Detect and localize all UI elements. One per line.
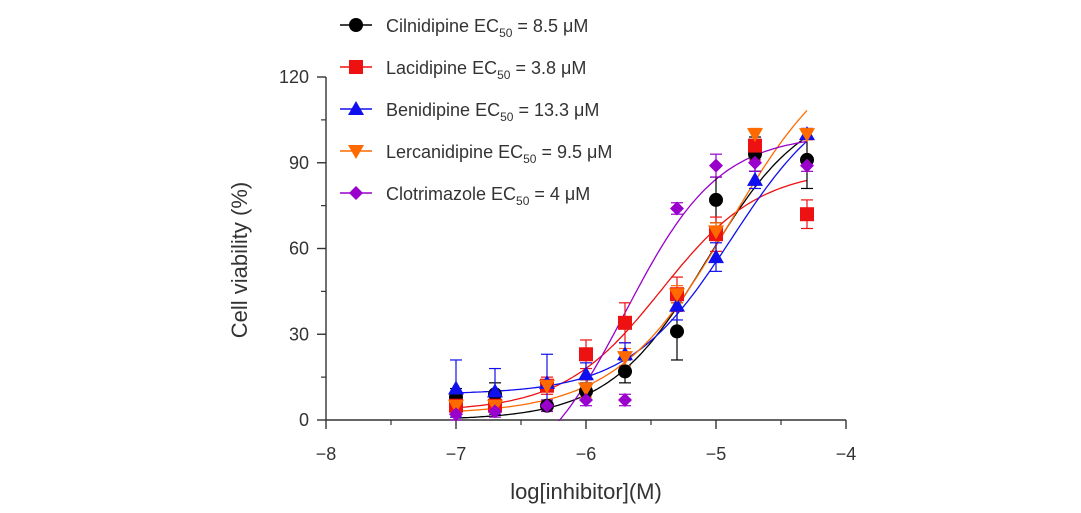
data-point-benidipine — [487, 383, 503, 398]
fit-curve-lercanidipine — [455, 109, 808, 412]
y-tick-label: 120 — [279, 67, 309, 87]
data-point-clotrimazole — [800, 158, 814, 173]
data-point-clotrimazole — [618, 392, 632, 407]
legend-label: Lacidipine EC50 = 3.8 μM — [386, 58, 586, 82]
y-tick-label: 90 — [289, 153, 309, 173]
data-point-cilnidipine — [709, 192, 723, 207]
data-point-clotrimazole — [449, 407, 463, 422]
legend-marker — [349, 186, 363, 200]
legend-marker — [348, 145, 364, 159]
data-point-benidipine — [669, 297, 685, 312]
legend-marker — [348, 101, 364, 115]
x-tick-label: −4 — [836, 444, 857, 464]
legend-item-cilnidipine: Cilnidipine EC50 = 8.5 μM — [340, 16, 588, 40]
data-point-lacidipine — [618, 315, 632, 330]
data-point-cilnidipine — [670, 324, 684, 339]
fit-curve-clotrimazole — [558, 140, 808, 421]
data-point-lercanidipine — [578, 382, 594, 397]
data-point-benidipine — [747, 171, 763, 186]
y-tick-label: 30 — [289, 324, 309, 344]
data-point-clotrimazole — [488, 404, 502, 419]
data-point-clotrimazole — [670, 201, 684, 216]
legend-item-lercanidipine: Lercanidipine EC50 = 9.5 μM — [340, 142, 612, 166]
data-point-lercanidipine — [448, 399, 464, 414]
data-point-lacidipine — [748, 138, 762, 153]
legend-marker — [349, 18, 363, 32]
data-point-clotrimazole — [579, 392, 593, 407]
fit-curve-benidipine — [455, 140, 808, 394]
legend-label: Lercanidipine EC50 = 9.5 μM — [386, 142, 612, 166]
data-point-cilnidipine — [618, 364, 632, 379]
data-point-lercanidipine — [708, 225, 724, 240]
axes: 0 30 60 90 120 −8 −7 −6 −5 −4 — [279, 67, 856, 464]
legend-item-clotrimazole: Clotrimazole EC50 = 4 μM — [340, 184, 590, 208]
data-point-lercanidipine — [747, 128, 763, 143]
x-axis-label: log[inhibitor](M) — [510, 479, 662, 504]
x-tick-label: −5 — [706, 444, 727, 464]
x-tick-label: −7 — [446, 444, 467, 464]
fit-curve-cilnidipine — [455, 136, 808, 419]
data-point-benidipine — [448, 380, 464, 395]
data-point-clotrimazole — [748, 155, 762, 170]
x-tick-label: −8 — [316, 444, 337, 464]
y-tick-label: 60 — [289, 239, 309, 259]
legend-item-lacidipine: Lacidipine EC50 = 3.8 μM — [340, 58, 586, 82]
data-point-clotrimazole — [709, 158, 723, 173]
legend-label: Benidipine EC50 = 13.3 μM — [386, 100, 599, 124]
legend-label: Cilnidipine EC50 = 8.5 μM — [386, 16, 588, 40]
data-point-benidipine — [708, 249, 724, 264]
data-point-lercanidipine — [669, 288, 685, 303]
y-axis-label: Cell viability (%) — [227, 182, 252, 338]
legend: Cilnidipine EC50 = 8.5 μM Lacidipine EC50… — [340, 16, 612, 208]
data-point-lercanidipine — [799, 128, 815, 143]
data-point-benidipine — [578, 366, 594, 381]
legend-item-benidipine: Benidipine EC50 = 13.3 μM — [340, 100, 599, 124]
data-point-lercanidipine — [617, 351, 633, 366]
data-point-clotrimazole — [540, 398, 554, 413]
y-tick-label: 0 — [299, 410, 309, 430]
data-point-lacidipine — [579, 347, 593, 362]
x-tick-label: −6 — [576, 444, 597, 464]
data-markers — [448, 126, 815, 422]
legend-marker — [349, 60, 363, 74]
data-point-lercanidipine — [539, 379, 555, 394]
error-bars — [450, 127, 813, 421]
data-point-lacidipine — [800, 207, 814, 222]
legend-label: Clotrimazole EC50 = 4 μM — [386, 184, 590, 208]
